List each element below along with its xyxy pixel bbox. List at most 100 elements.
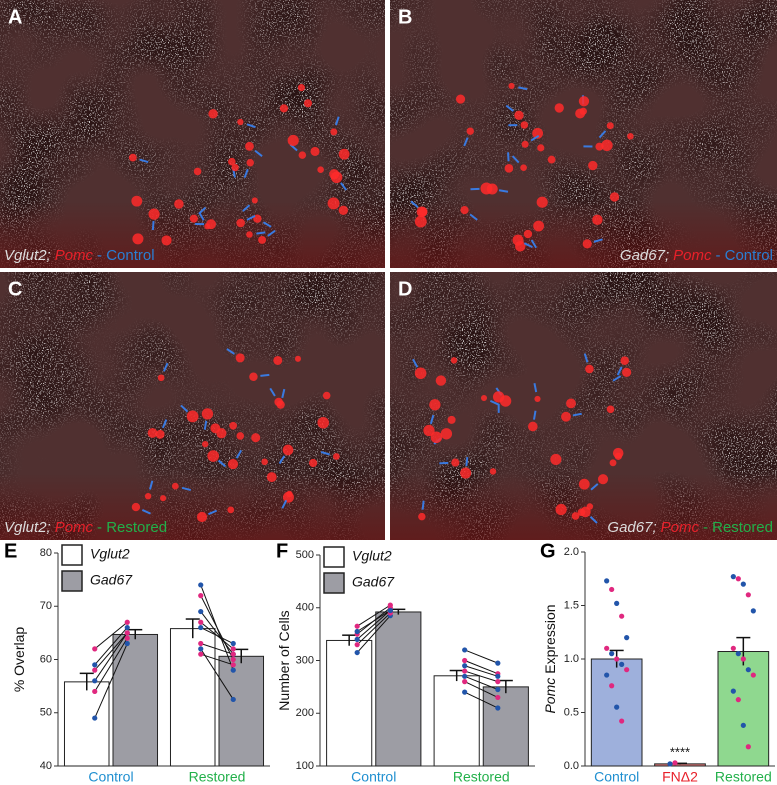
- cell: [245, 141, 254, 151]
- data-point: [354, 636, 360, 643]
- cell: [508, 82, 515, 89]
- cell: [298, 151, 307, 159]
- cell: [582, 239, 592, 249]
- panel-caption: Gad67; Pomc - Control: [620, 247, 773, 264]
- legend-label: Gad67: [352, 574, 395, 590]
- data-point: [750, 608, 756, 614]
- cell: [171, 482, 179, 490]
- cell: [547, 155, 556, 164]
- cell: [514, 110, 524, 121]
- arrow: [262, 221, 272, 228]
- data-point: [495, 679, 501, 685]
- cell: [554, 103, 564, 113]
- data-point: [230, 696, 236, 703]
- data-point: [624, 635, 630, 641]
- error-bar: [185, 618, 200, 639]
- data-point: [730, 688, 736, 694]
- pair-line: [464, 675, 499, 690]
- data-point: [387, 602, 393, 608]
- cell: [440, 428, 453, 440]
- x-tick-label: Control: [351, 769, 396, 785]
- cell: [338, 205, 349, 215]
- data-point: [230, 651, 236, 657]
- cell: [601, 139, 613, 152]
- cell: [460, 206, 469, 215]
- y-tick-label: 60: [40, 653, 52, 665]
- bar: [112, 633, 159, 767]
- data-point: [462, 647, 468, 653]
- data-point: [609, 586, 615, 593]
- cell: [202, 440, 209, 448]
- cell: [258, 236, 267, 244]
- bar: [590, 658, 643, 767]
- y-tick-label: 0.0: [564, 760, 579, 772]
- bar: [169, 628, 216, 767]
- arrow: [243, 168, 249, 179]
- arrow: [246, 123, 256, 129]
- cell: [418, 512, 426, 521]
- pair-line: [464, 670, 498, 683]
- arrow: [572, 412, 582, 417]
- caption-part: Pomc: [673, 247, 712, 264]
- cell: [330, 171, 343, 184]
- arrow: [267, 229, 276, 237]
- data-point: [735, 697, 741, 703]
- data-point: [387, 607, 393, 613]
- caption-part: Gad67;: [620, 247, 669, 264]
- arrow: [139, 158, 149, 164]
- data-point: [745, 744, 751, 750]
- cell: [227, 506, 235, 514]
- arrow: [269, 387, 276, 397]
- pair-line: [200, 595, 234, 660]
- cell: [155, 429, 165, 439]
- arrow: [410, 200, 419, 208]
- cell: [131, 195, 143, 207]
- x-tick-label: Restored: [189, 769, 246, 785]
- cell: [189, 214, 198, 223]
- cell: [536, 196, 548, 208]
- cell: [196, 511, 208, 523]
- arrow: [489, 399, 500, 406]
- cell: [327, 197, 340, 210]
- bar: [218, 655, 265, 767]
- data-point: [614, 656, 620, 662]
- cell: [227, 157, 236, 166]
- cell: [504, 163, 514, 173]
- legend-label: Vglut2: [352, 548, 392, 564]
- cell: [251, 197, 258, 204]
- data-point: [198, 646, 204, 652]
- cell: [317, 166, 324, 174]
- bar: [375, 611, 422, 767]
- micrograph-panel: D Gad67; Pomc - Restored: [390, 272, 777, 540]
- micrograph-floor: [0, 272, 385, 540]
- data-point: [604, 645, 610, 651]
- cell: [612, 447, 624, 459]
- cell: [585, 364, 594, 374]
- error-bar: [391, 608, 406, 615]
- arrow: [161, 419, 168, 429]
- pair-line: [356, 612, 391, 646]
- pair-line: [94, 643, 128, 719]
- error-bar: [498, 679, 513, 694]
- cell: [592, 214, 603, 226]
- cell: [236, 432, 245, 440]
- cell: [229, 421, 238, 430]
- error-bar: [342, 634, 357, 646]
- legend-swatch: [61, 570, 83, 592]
- cell: [132, 233, 144, 245]
- y-axis-label: Number of Cells: [276, 610, 292, 710]
- cell: [609, 459, 617, 467]
- bar: [433, 675, 480, 767]
- caption-part: Gad67;: [607, 519, 656, 536]
- legend-swatch: [323, 572, 345, 594]
- y-tick-label: 100: [296, 760, 314, 772]
- cell: [237, 118, 244, 126]
- arrow: [465, 456, 469, 467]
- data-point: [750, 672, 756, 678]
- data-point: [230, 667, 236, 673]
- cell: [435, 375, 447, 386]
- cell: [330, 128, 338, 136]
- data-point: [124, 640, 130, 647]
- cell: [520, 121, 529, 129]
